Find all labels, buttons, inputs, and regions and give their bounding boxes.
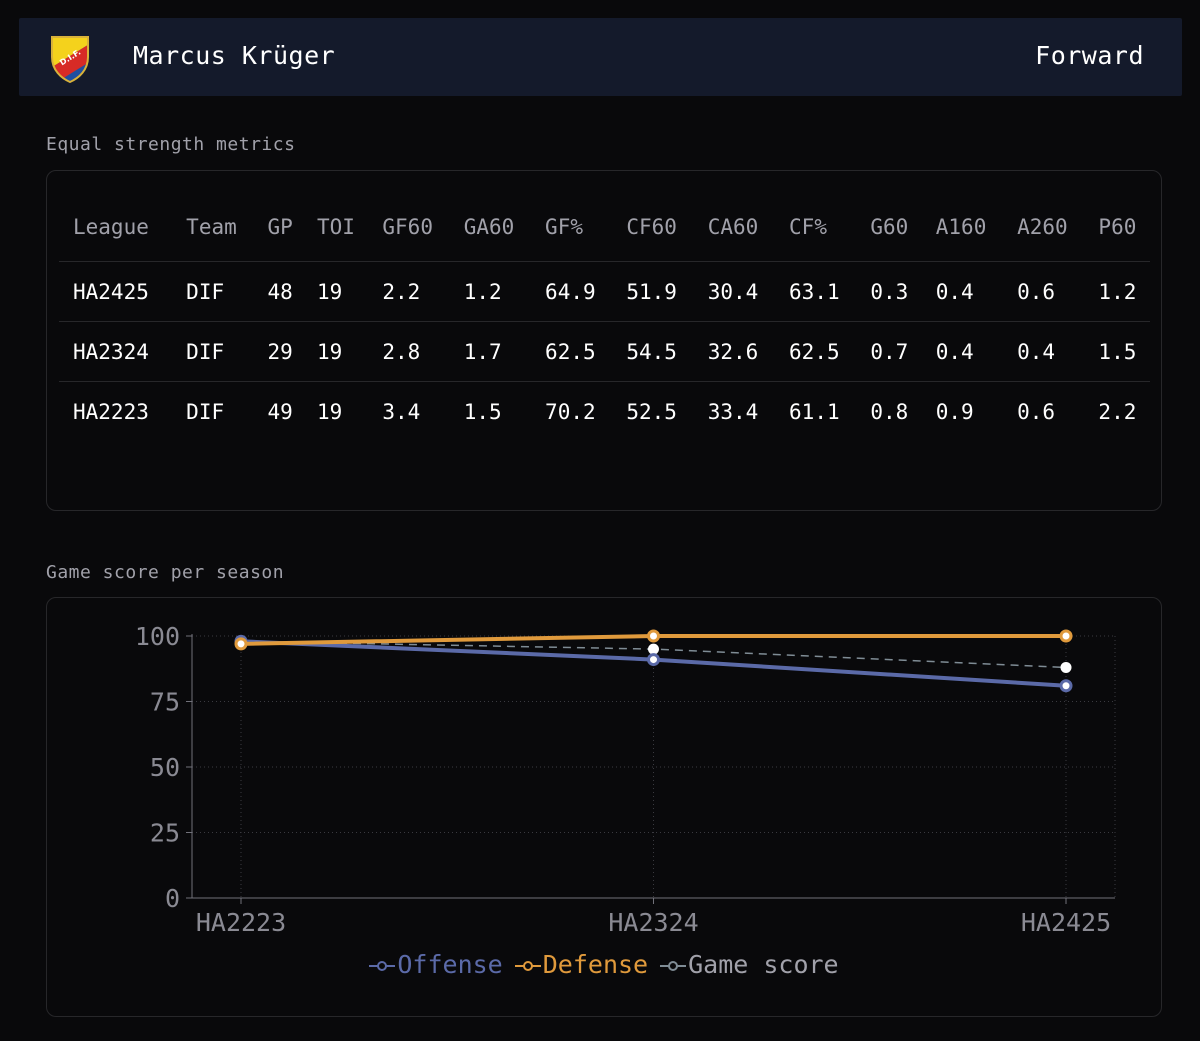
chart-legend: Offense Defense Game score — [47, 950, 1161, 979]
table-cell: 0.4 — [921, 261, 1004, 322]
legend-label: Defense — [542, 950, 649, 979]
legend-item[interactable]: Defense — [514, 950, 649, 979]
y-tick-label: 75 — [150, 688, 180, 717]
table-cell: 1.7 — [449, 321, 532, 382]
table-cell: 19 — [316, 399, 343, 424]
data-point — [647, 629, 660, 643]
legend-item[interactable]: Game score — [660, 950, 839, 979]
table-row: HA2324 DIF 29 19 2.8 1.7 62.5 54.5 32.6 62.5 0.7 0.… — [59, 321, 1150, 382]
table-row: HA2425 DIF 48 19 2.2 1.2 64.9 51.9 30.4 63.1 0.3 0.… — [59, 261, 1150, 322]
column-header: A160 — [921, 193, 1004, 262]
y-tick-label: 50 — [150, 753, 180, 782]
column-header: G60 — [856, 193, 922, 262]
table-cell: 62.5 — [531, 321, 613, 382]
y-tick-label: 100 — [135, 622, 180, 651]
legend-item[interactable]: Offense — [369, 950, 503, 979]
legend-marker-icon — [660, 961, 687, 971]
table-cell: 52.5 — [626, 399, 677, 424]
table-cell: 0.4 — [1003, 321, 1085, 382]
chart-card: 0 25 50 75 100 HA2223 HA2324 HA2425 Offense Defe… — [46, 597, 1162, 1017]
player-header: D.I.F. Marcus Krüger Forward — [19, 18, 1182, 96]
data-point — [647, 653, 660, 667]
table-cell: 62.5 — [775, 321, 857, 382]
column-header: P60 — [1084, 193, 1150, 262]
legend-label: Game score — [688, 950, 839, 979]
player-name: Marcus Krüger — [133, 41, 336, 70]
player-position: Forward — [1035, 41, 1144, 70]
table-cell: 1.2 — [449, 261, 532, 322]
legend-marker-icon — [514, 961, 541, 971]
x-tick-label: HA2425 — [1021, 908, 1111, 937]
table-cell: 0.6 — [1003, 261, 1085, 322]
table-cell: HA2425 — [59, 261, 173, 322]
column-header: GA60 — [449, 193, 532, 262]
table-cell: 29 — [253, 321, 303, 382]
table-cell: 70.2 — [545, 399, 596, 424]
column-header: CA60 — [693, 193, 776, 262]
table-cell: DIF — [172, 321, 254, 382]
metrics-header-row: League Team GP TOI GF60 GA60 GF% CF60 CA60 CF% G60… — [59, 193, 1150, 262]
table-cell: 64.9 — [531, 261, 613, 322]
table-cell: 0.7 — [856, 321, 922, 382]
data-point — [648, 643, 659, 655]
y-tick-label: 25 — [150, 819, 180, 848]
column-header: CF% — [775, 193, 857, 262]
chart-section-label: Game score per season — [46, 562, 285, 583]
table-cell: HA2324 — [59, 321, 173, 382]
data-point — [1059, 629, 1073, 643]
x-tick-label: HA2324 — [608, 908, 698, 937]
table-cell: 49 — [267, 399, 293, 424]
table-cell: 1.5 — [463, 399, 502, 424]
legend-marker-icon — [369, 961, 396, 971]
game-score-chart: 0 25 50 75 100 HA2223 HA2324 HA2425 — [135, 622, 1116, 937]
table-cell: HA2223 — [73, 399, 149, 424]
metrics-section-label: Equal strength metrics — [46, 134, 296, 155]
x-tick-label: HA2223 — [196, 908, 286, 937]
table-cell: 2.8 — [368, 321, 450, 382]
table-row: HA2223 DIF 49 19 3.4 1.5 70.2 52.5 33.4 61.1 0.8 0.… — [59, 382, 1150, 442]
table-cell: 0.9 — [935, 399, 974, 424]
table-cell: 1.5 — [1084, 321, 1150, 382]
table-cell: DIF — [186, 399, 225, 424]
club-crest-icon: D.I.F. — [51, 36, 89, 83]
table-cell: 1.2 — [1084, 261, 1150, 322]
table-cell: 19 — [302, 321, 369, 382]
table-cell: 48 — [253, 261, 303, 322]
table-cell: DIF — [172, 261, 254, 322]
column-header: GF60 — [368, 193, 450, 262]
metrics-card: League Team GP TOI GF60 GA60 GF% CF60 CA60 CF% G60… — [46, 170, 1162, 511]
table-cell: 2.2 — [368, 261, 450, 322]
column-header: A260 — [1003, 193, 1085, 262]
table-cell: 2.2 — [1098, 399, 1137, 424]
table-cell: 63.1 — [775, 261, 857, 322]
column-header: CF60 — [612, 193, 694, 262]
table-cell: 33.4 — [707, 399, 759, 424]
column-header: GP — [253, 193, 303, 262]
legend-label: Offense — [397, 950, 503, 979]
column-header: TOI — [302, 193, 369, 262]
table-cell: 0.8 — [870, 399, 909, 424]
table-cell: 61.1 — [789, 399, 840, 424]
table-cell: 3.4 — [382, 399, 421, 424]
table-cell: 0.6 — [1017, 399, 1056, 424]
column-header: GF% — [531, 193, 613, 262]
table-cell: 19 — [302, 261, 369, 322]
metrics-table: League Team GP TOI GF60 GA60 GF% CF60 CA60 CF% G60… — [59, 193, 1150, 441]
column-header: Team — [172, 193, 254, 262]
column-header: League — [59, 193, 173, 262]
table-cell: 32.6 — [693, 321, 776, 382]
table-cell: 30.4 — [693, 261, 776, 322]
table-cell: 51.9 — [612, 261, 694, 322]
data-point — [1060, 661, 1072, 673]
table-cell: 0.4 — [921, 321, 1004, 382]
y-tick-label: 0 — [165, 884, 180, 913]
data-point — [1059, 679, 1073, 693]
table-cell: 54.5 — [612, 321, 694, 382]
table-cell: 0.3 — [856, 261, 922, 322]
data-point — [234, 637, 248, 651]
